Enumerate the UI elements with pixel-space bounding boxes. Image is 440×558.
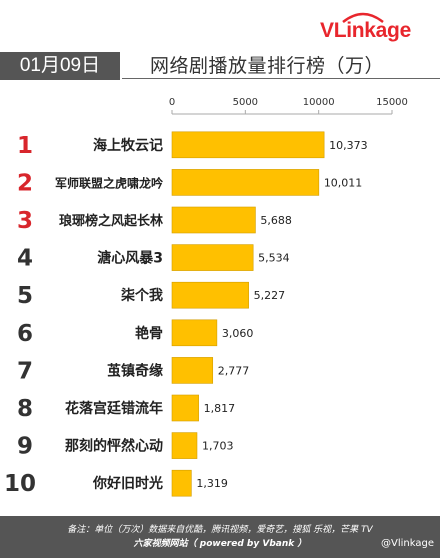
bar [171,432,198,459]
category-label: 那刻的怦然心动 [65,438,163,455]
x-tick-label: 0 [169,97,175,108]
bar [171,394,199,422]
rank-number: 7 [17,358,33,384]
x-tick-label: 5000 [233,97,258,108]
data-label: 3,060 [222,327,254,340]
category-label: 军师联盟之虎啸龙吟 [55,175,163,190]
rank-number: 2 [17,170,33,196]
category-label: 你好旧时光 [92,475,163,492]
bar [171,469,192,497]
bar [171,131,325,159]
footer-source: 六家视频网站（ powered by Vbank ） [133,539,307,549]
data-label: 2,777 [218,364,250,377]
category-label: 琅琊榜之风起长林 [59,213,163,229]
data-label: 5,227 [254,289,285,302]
ranking-bar-chart: 0 5000 10000 15000 1 海上牧云记 10,373 2 军师联盟之虎啸龙吟 10,… [4,97,408,497]
bar [171,357,214,384]
bar [171,244,254,271]
data-label: 5,688 [260,214,292,227]
data-label: 10,373 [329,139,368,152]
data-label: 1,319 [196,477,228,490]
category-label: 柒个我 [120,287,163,304]
page-title: 网络剧播放量排行榜（万） [150,55,385,77]
data-label: 10,011 [324,176,363,189]
date-badge: 01月09日 [0,52,120,80]
bar [171,319,218,347]
data-label: 1,817 [204,402,236,415]
vlinkage-logo: VLinkage [318,10,434,46]
footer-note: 备注：单位（万次）数据来自优酷，腾讯视频，爱奇艺，搜狐 乐视，芒果 TV [67,525,373,535]
logo-swoosh-icon [342,12,384,23]
rank-number: 5 [17,283,33,309]
x-tick-label: 15000 [376,97,408,108]
footer: 备注：单位（万次）数据来自优酷，腾讯视频，爱奇艺，搜狐 乐视，芒果 TV 六家视… [0,516,440,558]
rank-number: 3 [17,208,33,234]
data-label: 1,703 [202,440,234,453]
category-label: 溏心风暴3 [97,250,163,267]
category-label: 艳骨 [135,325,163,342]
bar [171,281,249,309]
rank-number: 10 [4,471,36,497]
logo-text: VLinkage [320,19,411,42]
x-tick-label: 10000 [303,97,335,108]
rank-number: 8 [17,396,33,422]
rank-number: 1 [17,133,33,159]
category-label: 花落宫廷错流年 [65,400,163,417]
category-label: 海上牧云记 [93,137,163,154]
title-underline [122,78,440,79]
bar [171,206,256,234]
rank-number: 9 [17,434,33,460]
rank-number: 6 [17,321,33,347]
rank-number: 4 [17,246,33,272]
bar [171,169,320,196]
category-label: 茧镇奇缘 [107,362,163,379]
weibo-watermark: @Vlinkage [381,538,434,549]
data-label: 5,534 [258,252,290,265]
